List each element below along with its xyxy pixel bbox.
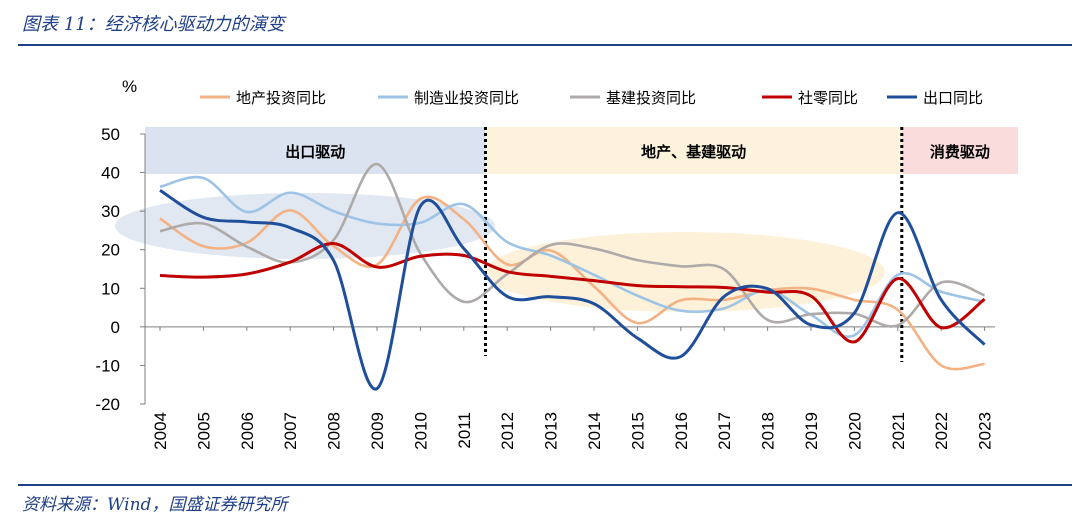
x-tick-label: 2004 [151, 412, 170, 450]
legend-label: 地产投资同比 [236, 89, 326, 107]
x-tick-label: 2007 [281, 412, 300, 450]
region-band-3 [901, 127, 1018, 174]
x-tick-label: 2022 [932, 412, 951, 450]
top-rule [18, 44, 1072, 46]
region-label-3: 消费驱动 [930, 143, 990, 161]
period-dividers [484, 127, 904, 362]
y-tick-label: 20 [101, 241, 120, 260]
region-bands: 出口驱动 地产、基建驱动 消费驱动 [145, 127, 1018, 174]
y-tick-label: -10 [95, 356, 120, 375]
y-tick-label: 0 [111, 318, 120, 337]
legend-label: 社零同比 [798, 89, 858, 107]
x-tick-label: 2021 [889, 412, 908, 450]
x-tick-label: 2010 [411, 412, 430, 450]
x-tick-label: 2023 [976, 412, 995, 450]
series-line-1 [159, 195, 985, 371]
region-label-2: 地产、基建驱动 [641, 143, 746, 161]
region-band-1 [145, 127, 486, 174]
y-unit-label: % [122, 77, 137, 96]
x-tick-label: 2017 [715, 412, 734, 450]
x-tick-label: 2020 [845, 412, 864, 450]
x-tick-label: 2015 [628, 412, 647, 450]
series-line-3 [159, 162, 986, 328]
highlight-ellipses [115, 193, 885, 312]
y-tick-label: 50 [101, 125, 120, 144]
series-line-4 [159, 242, 986, 344]
region-label-1: 出口驱动 [285, 143, 345, 161]
x-tick-label: 2006 [238, 412, 257, 450]
legend-label: 制造业投资同比 [414, 89, 519, 107]
y-tick-label: 10 [101, 279, 120, 298]
legend: 地产投资同比 制造业投资同比 基建投资同比 社零同比 出口同比 [200, 89, 983, 107]
x-tick-label: 2005 [194, 412, 213, 450]
x-tick-label: 2013 [542, 412, 561, 450]
x-tick-label: 2014 [585, 412, 604, 450]
region-band-2 [485, 127, 902, 174]
bottom-rule [18, 484, 1072, 486]
y-tick-label: 40 [101, 164, 120, 183]
export-era-ellipse [115, 193, 495, 259]
y-tick-label: -20 [95, 395, 120, 414]
x-tick-label: 2019 [802, 412, 821, 450]
series-line-2 [159, 175, 985, 338]
y-tick-label: 30 [101, 202, 120, 221]
series-line-5 [159, 189, 986, 391]
x-tick-label: 2016 [672, 412, 691, 450]
x-tick-label: 2012 [498, 412, 517, 450]
figure-title: 图表 11：经济核心驱动力的演变 [22, 14, 285, 35]
legend-label: 基建投资同比 [606, 89, 696, 107]
x-tick-label: 2018 [759, 412, 778, 450]
series-lines [159, 162, 986, 391]
x-tick-label: 2008 [325, 412, 344, 450]
figure-source: 资料来源：Wind，国盛证券研究所 [22, 495, 288, 515]
x-tick-label: 2011 [455, 412, 474, 449]
legend-label: 出口同比 [923, 89, 983, 107]
x-tick-label: 2009 [368, 412, 387, 450]
